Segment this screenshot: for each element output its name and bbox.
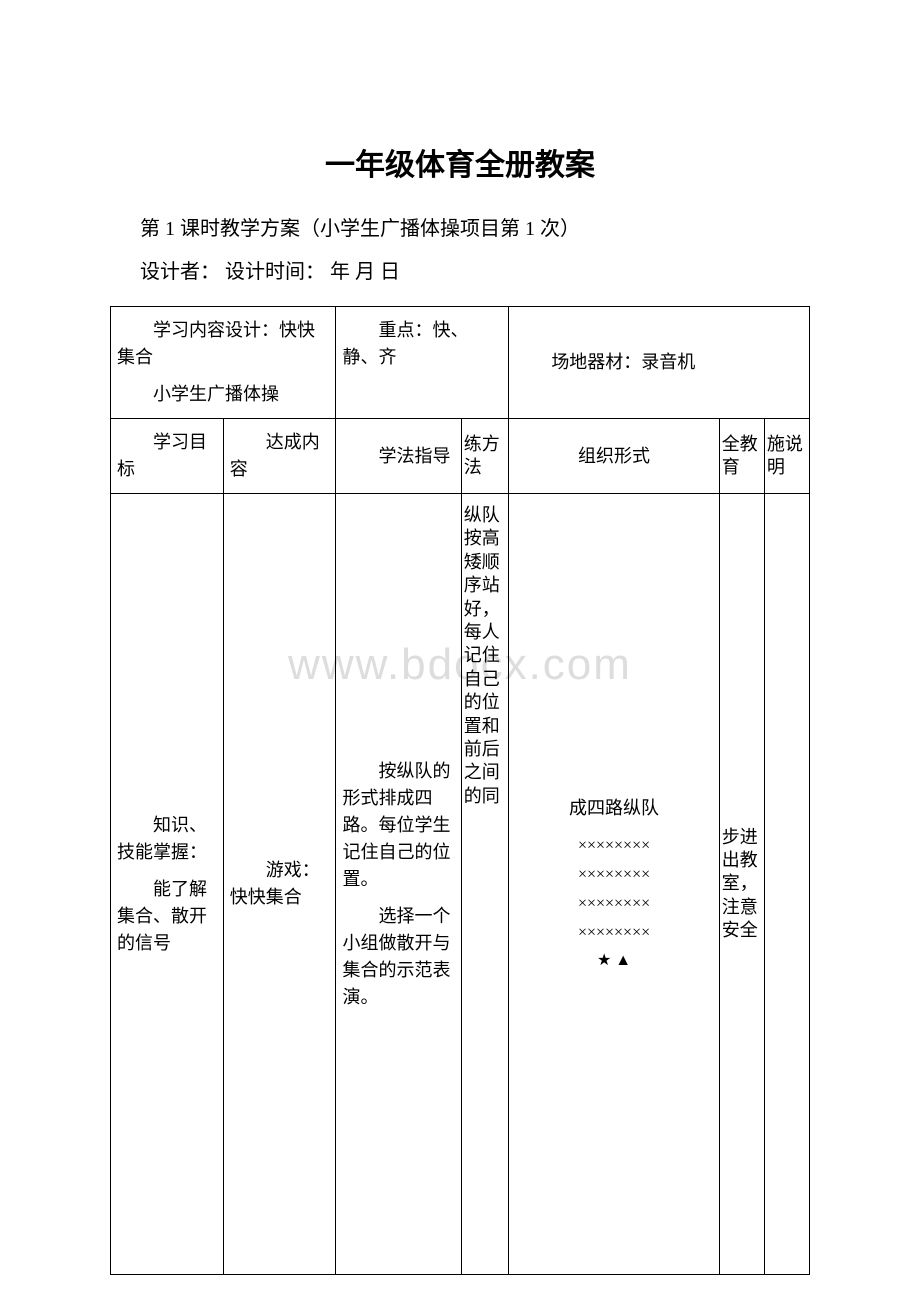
cell-game: 游戏：快快集合 (223, 494, 336, 1275)
cell-knowledge-skill: 知识、技能掌握： 能了解集合、散开的信号 (111, 494, 224, 1275)
table-row: 学习目标 达成内容 学法指导 练方法 组织形式 全教育 施说明 (111, 419, 810, 494)
cell-keypoint: 重点：快、静、齐 (336, 307, 509, 419)
study-content-line2: 小学生广播体操 (117, 381, 329, 408)
game-text: 游戏：快快集合 (230, 857, 330, 911)
keypoint-text: 重点：快、静、齐 (342, 317, 502, 371)
formation-title: 成四路纵队 (515, 792, 712, 824)
cell-safety: 步进出教室，注意安全 (719, 494, 764, 1275)
cell-practice-detail: 纵队按高矮顺序站好，每人记住自己的位置和前后之间的同 (461, 494, 509, 1275)
formation-symbols: ★ ▲ (515, 947, 712, 976)
formation-row: ×××××××× (515, 832, 712, 861)
study-content-line1: 学习内容设计：快快集合 (117, 317, 329, 371)
cell-method-detail: 按纵队的形式排成四路。每位学生记住自己的位置。 选择一个小组做散开与集合的示范表… (336, 494, 461, 1275)
header-study-goal-text: 学习目标 (117, 429, 217, 483)
document-title: 一年级体育全册教案 (110, 140, 810, 184)
cell-formation: 成四路纵队 ×××××××× ×××××××× ×××××××× ×××××××… (509, 494, 719, 1275)
header-study-goal: 学习目标 (111, 419, 224, 494)
table-row: 知识、技能掌握： 能了解集合、散开的信号 游戏：快快集合 按纵队的形式排成四路。… (111, 494, 810, 1275)
header-achieve-content-text: 达成内容 (230, 429, 330, 483)
header-practice-method: 练方法 (461, 419, 509, 494)
table-row: 学习内容设计：快快集合 小学生广播体操 重点：快、静、齐 场地器材：录音机 (111, 307, 810, 419)
cell-study-content: 学习内容设计：快快集合 小学生广播体操 (111, 307, 336, 419)
header-instruction: 施说明 (764, 419, 809, 494)
header-org-form: 组织形式 (509, 419, 719, 494)
cell-instruction-detail (764, 494, 809, 1275)
lesson-plan-table: 学习内容设计：快快集合 小学生广播体操 重点：快、静、齐 场地器材：录音机 学习… (110, 306, 810, 1275)
method-detail-p1: 按纵队的形式排成四路。每位学生记住自己的位置。 (342, 758, 454, 893)
formation-row: ×××××××× (515, 861, 712, 890)
knowledge-skill-p1: 知识、技能掌握： (117, 812, 217, 866)
header-full-edu: 全教育 (719, 419, 764, 494)
formation-row: ×××××××× (515, 890, 712, 919)
designer-line: 设计者： 设计时间： 年 月 日 (140, 255, 810, 284)
knowledge-skill-p2: 能了解集合、散开的信号 (117, 876, 217, 957)
equipment-text: 场地器材：录音机 (515, 349, 803, 376)
cell-equipment: 场地器材：录音机 (509, 307, 810, 419)
method-detail-p2: 选择一个小组做散开与集合的示范表演。 (342, 903, 454, 1011)
header-achieve-content: 达成内容 (223, 419, 336, 494)
lesson-subtitle: 第 1 课时教学方案（小学生广播体操项目第 1 次） (140, 212, 810, 241)
formation-diagram: 成四路纵队 ×××××××× ×××××××× ×××××××× ×××××××… (515, 792, 712, 976)
formation-row: ×××××××× (515, 919, 712, 948)
header-method-guide-text: 学法指导 (342, 443, 454, 470)
header-method-guide: 学法指导 (336, 419, 461, 494)
document-page: 一年级体育全册教案 第 1 课时教学方案（小学生广播体操项目第 1 次） 设计者… (0, 0, 920, 1275)
